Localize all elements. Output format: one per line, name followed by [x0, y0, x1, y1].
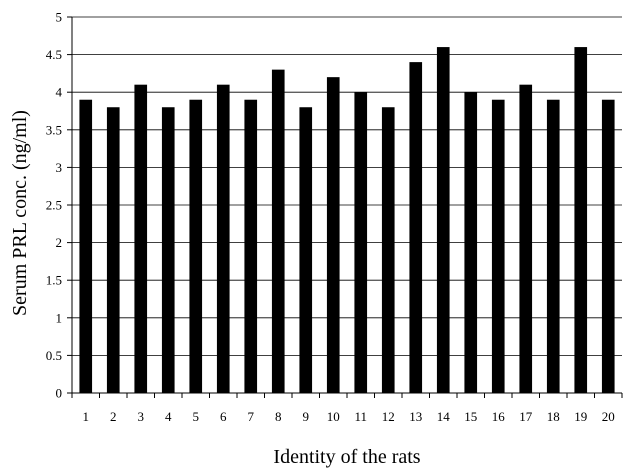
axes — [67, 16, 623, 398]
bar — [106, 107, 120, 394]
y-tick-labels: 0 0.5 1 1.5 2 2.5 3 3.5 4 4.5 5 — [46, 10, 63, 401]
x-tick-label: 13 — [409, 409, 422, 424]
x-tick-label: 16 — [492, 409, 506, 424]
x-tick-label: 18 — [547, 409, 560, 424]
bar — [299, 107, 313, 394]
x-tick-label: 2 — [110, 409, 117, 424]
x-tick-label: 7 — [248, 409, 255, 424]
bar — [216, 84, 230, 394]
x-axis-title: Identity of the rats — [273, 446, 420, 468]
y-axis-title: Serum PRL conc. (ng/ml) — [9, 110, 31, 316]
x-tick-label: 1 — [83, 409, 90, 424]
y-tick-label: 3 — [56, 160, 63, 175]
x-tick-label: 3 — [138, 409, 145, 424]
gridlines — [72, 16, 622, 356]
bar — [161, 107, 175, 394]
y-tick-label: 3.5 — [46, 122, 62, 137]
bar — [326, 77, 340, 393]
y-tick-label: 0 — [56, 386, 63, 401]
x-tick-label: 15 — [464, 409, 477, 424]
x-tick-label: 20 — [602, 409, 615, 424]
bar — [519, 84, 533, 394]
y-tick-label: 1 — [56, 310, 63, 325]
y-tick-label: 0.5 — [46, 348, 62, 363]
y-tick-label: 2.5 — [46, 198, 62, 213]
x-tick-label: 8 — [275, 409, 282, 424]
y-tick-label: 4.5 — [46, 47, 62, 62]
bars — [79, 47, 615, 394]
x-tick-label: 19 — [574, 409, 587, 424]
bar — [271, 69, 285, 393]
x-tick-label: 4 — [165, 409, 172, 424]
y-tick-label: 4 — [56, 85, 63, 100]
x-tick-label: 5 — [193, 409, 200, 424]
x-tick-label: 17 — [519, 409, 533, 424]
x-tick-label: 9 — [303, 409, 310, 424]
bar — [354, 92, 368, 393]
x-tick-label: 14 — [437, 409, 451, 424]
bar — [574, 47, 588, 393]
x-tick-labels: 1 2 3 4 5 6 7 8 9 10 11 12 13 14 15 16 17 18 19 20 — [83, 409, 615, 424]
y-tick-label: 1.5 — [46, 273, 62, 288]
bar — [189, 99, 203, 393]
x-tick-label: 12 — [382, 409, 395, 424]
bar — [491, 99, 505, 393]
bar — [436, 47, 450, 393]
bar — [464, 92, 478, 393]
bar — [79, 99, 93, 393]
bar — [244, 99, 258, 393]
bar — [601, 99, 615, 393]
y-tick-label: 5 — [56, 10, 63, 25]
x-tick-label: 11 — [354, 409, 367, 424]
x-tick-label: 6 — [220, 409, 227, 424]
bar — [134, 84, 148, 394]
y-tick-label: 2 — [56, 235, 63, 250]
bar — [381, 107, 395, 394]
bar — [409, 62, 423, 394]
bar — [546, 99, 560, 393]
x-tick-label: 10 — [327, 409, 340, 424]
